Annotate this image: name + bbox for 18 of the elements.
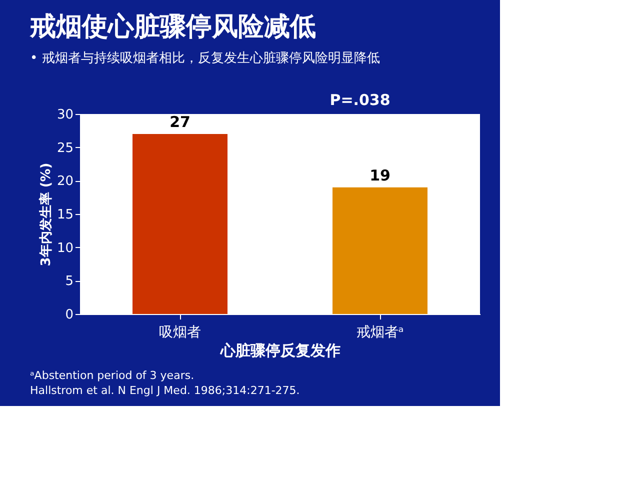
x-tick-label: 吸烟者 [159, 324, 201, 340]
chart-subtitle: • 戒烟者与持续吸烟者相比，反复发生心脏骤停风险明显降低 [30, 50, 380, 66]
y-tick-label: 30 [56, 108, 74, 122]
data-label: 19 [370, 166, 390, 184]
y-tick-label: 20 [56, 174, 74, 190]
x-axis-title: 心脏骤停反复发作 [220, 342, 340, 360]
data-label: 27 [170, 113, 190, 131]
y-tick-label: 5 [65, 274, 74, 290]
y-axis-title: 3年内发生率 (%) [38, 162, 54, 266]
chart-title: 戒烟使心脏骤停风险减低 [29, 12, 316, 42]
text: Hallstrom et al. N Engl J Med. 1986;314:271-275. [30, 384, 300, 397]
text: P=.038 [330, 91, 390, 109]
y-tick-label: 0 [65, 308, 74, 322]
y-tick-label: 10 [56, 240, 74, 256]
x-tick-label: 戒烟者ᵃ [356, 324, 404, 340]
y-tick-label: 15 [56, 208, 74, 222]
text: ᵃAbstention period of 3 years. [30, 369, 194, 382]
y-tick-label: 25 [56, 140, 74, 156]
